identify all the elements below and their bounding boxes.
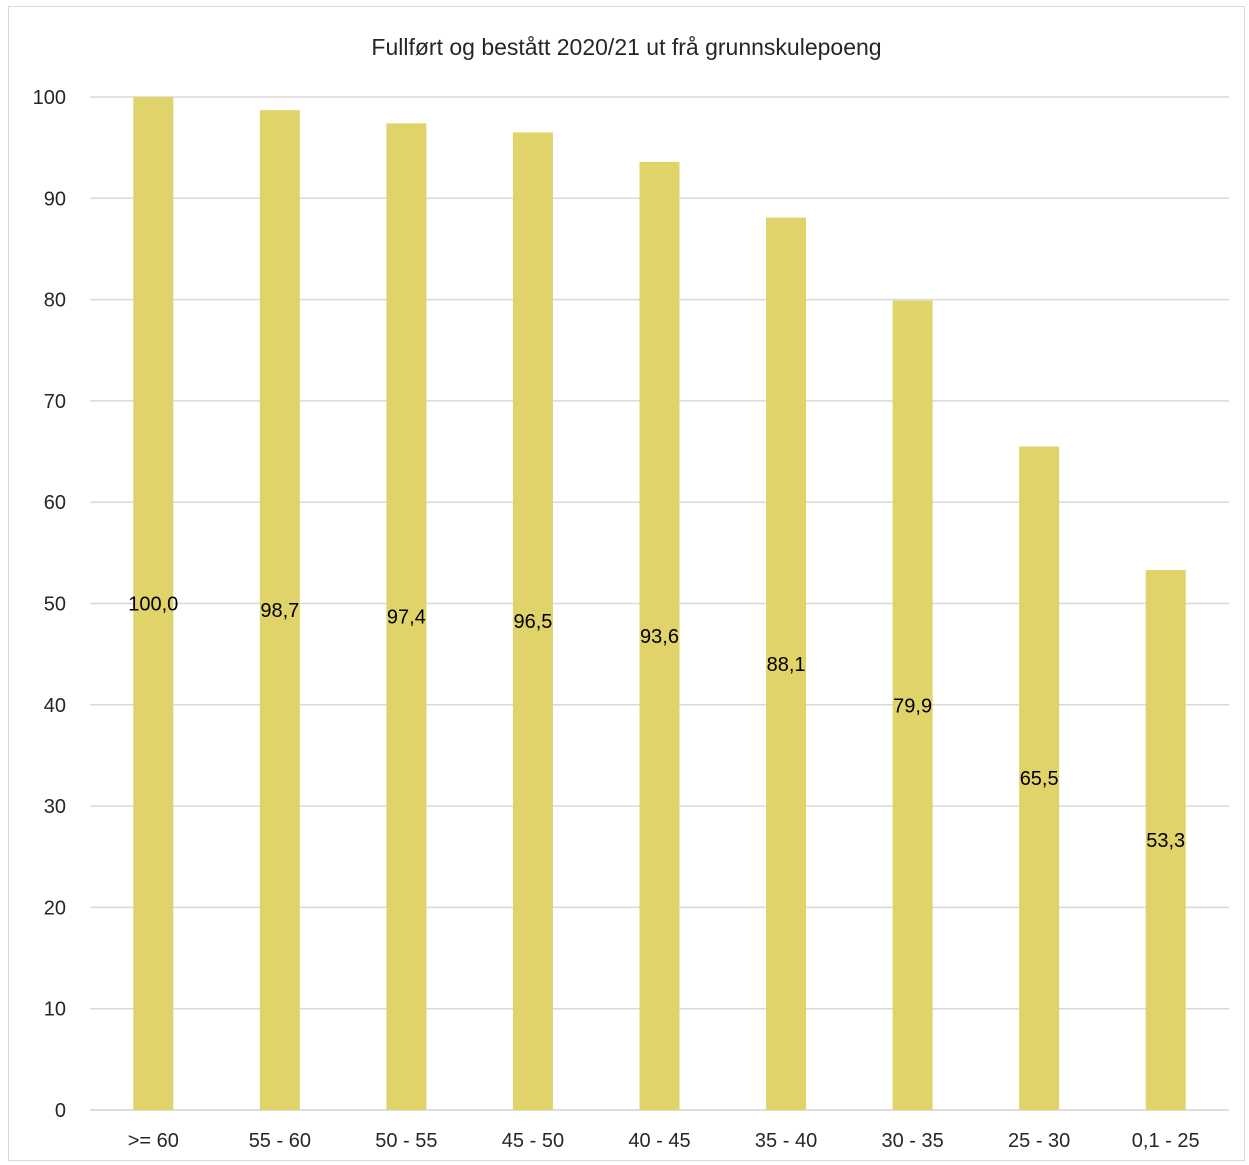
bar xyxy=(259,110,300,1110)
data-label: 97,4 xyxy=(387,607,426,629)
data-label: 65,5 xyxy=(1020,768,1059,790)
data-label: 79,9 xyxy=(893,695,932,717)
y-tick-label: 0 xyxy=(55,1100,66,1122)
bar xyxy=(133,97,174,1110)
y-tick-label: 40 xyxy=(44,695,66,717)
data-label: 96,5 xyxy=(513,611,552,633)
y-tick-label: 30 xyxy=(44,796,66,818)
y-tick-label: 70 xyxy=(44,391,66,413)
bar xyxy=(1145,570,1186,1110)
x-tick-label: 30 - 35 xyxy=(881,1130,943,1152)
bar xyxy=(892,300,933,1110)
x-axis-ticks: >= 60 55 - 60 50 - 55 45 - 50 40 - 45 35 - 40… xyxy=(128,1130,1200,1152)
data-label: 88,1 xyxy=(767,654,806,676)
x-tick-label: 55 - 60 xyxy=(249,1130,311,1152)
data-label: 93,6 xyxy=(640,626,679,648)
x-tick-label: 0,1 - 25 xyxy=(1132,1130,1200,1152)
data-label: 98,7 xyxy=(260,600,299,622)
x-tick-label: >= 60 xyxy=(128,1130,179,1152)
y-tick-label: 90 xyxy=(44,188,66,210)
bar xyxy=(639,161,680,1110)
x-tick-label: 35 - 40 xyxy=(755,1130,817,1152)
bar xyxy=(512,132,553,1110)
y-tick-label: 50 xyxy=(44,594,66,616)
bars xyxy=(133,97,1186,1110)
x-tick-label: 25 - 30 xyxy=(1008,1130,1070,1152)
chart-title: Fullført og bestått 2020/21 ut frå grunn… xyxy=(371,34,882,60)
y-tick-label: 100 xyxy=(33,87,66,109)
y-tick-label: 60 xyxy=(44,492,66,514)
x-tick-label: 40 - 45 xyxy=(628,1130,690,1152)
data-labels: 100,0 98,7 97,4 96,5 93,6 88,1 79,9 65,5 53,3 xyxy=(128,594,1185,853)
data-label: 100,0 xyxy=(128,594,178,616)
y-tick-label: 20 xyxy=(44,897,66,919)
x-tick-label: 45 - 50 xyxy=(502,1130,564,1152)
x-tick-label: 50 - 55 xyxy=(375,1130,437,1152)
bar xyxy=(386,123,427,1110)
bar xyxy=(1019,446,1060,1110)
y-tick-label: 80 xyxy=(44,290,66,312)
data-label: 53,3 xyxy=(1146,830,1185,852)
y-axis-ticks: 0 10 20 30 40 50 60 70 80 90 100 xyxy=(33,87,66,1122)
bar xyxy=(766,217,807,1110)
y-tick-label: 10 xyxy=(44,999,66,1021)
